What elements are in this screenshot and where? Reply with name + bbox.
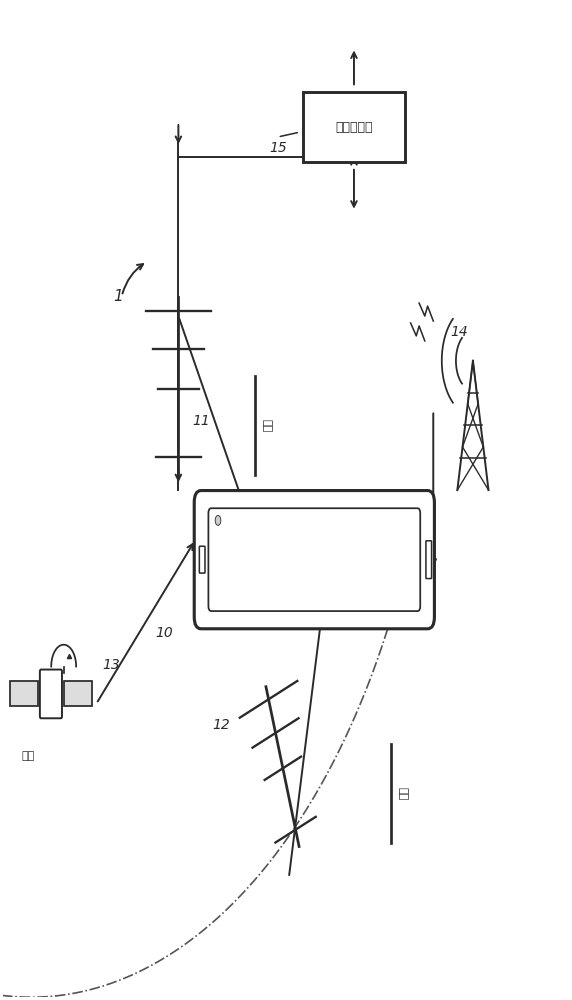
Text: 基站: 基站 [398, 787, 408, 800]
Bar [303, 92, 405, 162]
Text: 1: 1 [113, 289, 123, 304]
Text: 13: 13 [102, 658, 120, 672]
Text: 基站: 基站 [261, 419, 272, 432]
Text: 15: 15 [269, 141, 287, 155]
FancyBboxPatch shape [40, 670, 62, 718]
Bar [10, 681, 38, 706]
Circle shape [215, 515, 221, 525]
Bar [63, 681, 92, 706]
Text: 12: 12 [212, 718, 230, 732]
Text: 14: 14 [450, 325, 468, 339]
Text: 卫星: 卫星 [22, 751, 35, 761]
FancyBboxPatch shape [199, 546, 205, 573]
FancyBboxPatch shape [208, 508, 420, 611]
FancyBboxPatch shape [426, 541, 432, 579]
Text: 11: 11 [193, 414, 210, 428]
FancyBboxPatch shape [194, 491, 434, 629]
Text: 系统控制器: 系统控制器 [335, 121, 373, 134]
Text: 10: 10 [156, 626, 173, 640]
